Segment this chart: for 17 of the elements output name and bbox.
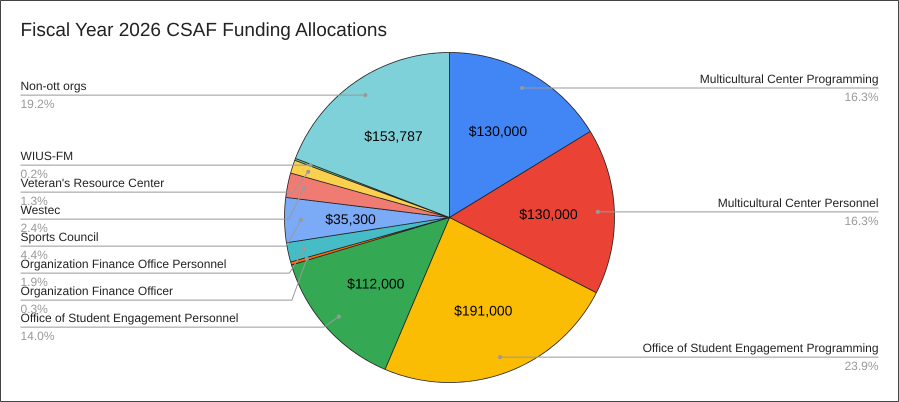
text: $153,787 <box>364 128 423 144</box>
data-label: 16.3% <box>844 214 879 228</box>
text: $35,300 <box>325 211 376 228</box>
slice-label: Office of Student Engagement Programming <box>642 341 879 356</box>
data-label: 14.0% <box>20 329 55 344</box>
slice-label: WIUS-FM <box>20 149 74 164</box>
chart-title: Fiscal Year 2026 CSAF Funding Allocations <box>20 20 387 41</box>
data-label: 23.9% <box>844 359 879 374</box>
data-label: 19.2% <box>20 97 55 112</box>
text: $130,000 <box>519 206 578 222</box>
data-label: 16.3% <box>844 90 879 104</box>
text: $191,000 <box>454 302 512 319</box>
text: $112,000 <box>347 276 404 292</box>
slice-label: Multicultural Center Personnel <box>718 196 879 210</box>
text: $130,000 <box>468 123 528 140</box>
slice-label: Non-ott orgs <box>20 79 87 94</box>
slice-label: Multicultural Center Programming <box>700 72 879 86</box>
